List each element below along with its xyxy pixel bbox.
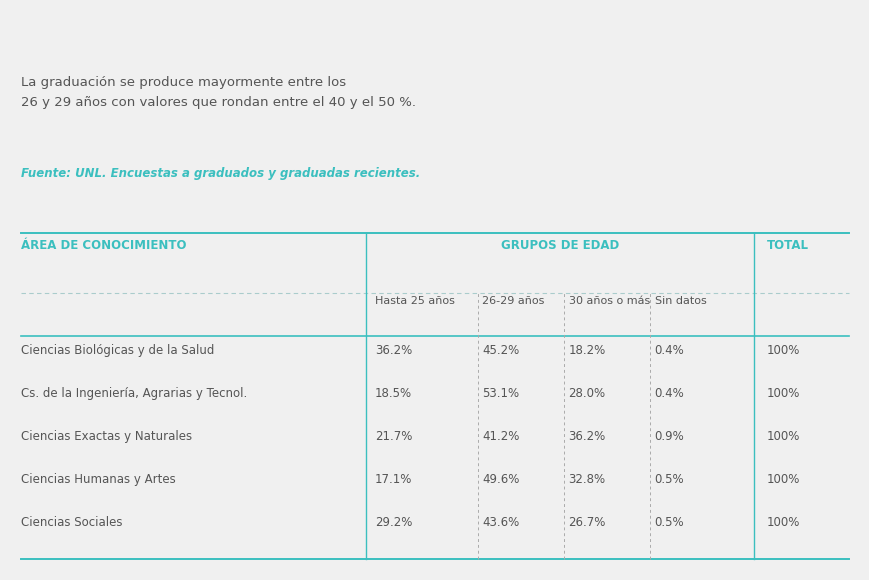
Text: 43.6%: 43.6% (481, 516, 519, 529)
Text: Ciencias Humanas y Artes: Ciencias Humanas y Artes (22, 473, 176, 486)
Text: Ciencias Biológicas y de la Salud: Ciencias Biológicas y de la Salud (22, 345, 215, 357)
Text: Hasta 25 años: Hasta 25 años (375, 296, 454, 306)
Text: 18.2%: 18.2% (568, 345, 605, 357)
Text: 0.9%: 0.9% (654, 430, 684, 443)
Text: Fuente: UNL. Encuestas a graduados y graduadas recientes.: Fuente: UNL. Encuestas a graduados y gra… (22, 167, 421, 180)
Text: 30 años o más: 30 años o más (568, 296, 649, 306)
Text: 100%: 100% (766, 516, 799, 529)
Text: 26-29 años: 26-29 años (481, 296, 544, 306)
Text: Ciencias Sociales: Ciencias Sociales (22, 516, 123, 529)
Text: 36.2%: 36.2% (568, 430, 605, 443)
Text: 100%: 100% (766, 430, 799, 443)
Text: Sin datos: Sin datos (654, 296, 706, 306)
Text: 0.4%: 0.4% (654, 345, 684, 357)
Text: 0.5%: 0.5% (654, 473, 684, 486)
Text: 18.5%: 18.5% (375, 387, 411, 400)
Text: 17.1%: 17.1% (375, 473, 412, 486)
Text: ÁREA DE CONOCIMIENTO: ÁREA DE CONOCIMIENTO (22, 238, 187, 252)
Text: Cs. de la Ingeniería, Agrarias y Tecnol.: Cs. de la Ingeniería, Agrarias y Tecnol. (22, 387, 248, 400)
Text: Ciencias Exactas y Naturales: Ciencias Exactas y Naturales (22, 430, 192, 443)
Text: 0.5%: 0.5% (654, 516, 684, 529)
Text: 29.2%: 29.2% (375, 516, 412, 529)
Text: 26.7%: 26.7% (568, 516, 605, 529)
Text: GRUPOS DE EDAD: GRUPOS DE EDAD (501, 238, 619, 252)
Text: 100%: 100% (766, 473, 799, 486)
Text: TOTAL: TOTAL (766, 238, 808, 252)
Text: 100%: 100% (766, 387, 799, 400)
Text: 28.0%: 28.0% (568, 387, 605, 400)
Text: La graduación se produce mayormente entre los
26 y 29 años con valores que ronda: La graduación se produce mayormente entr… (22, 75, 416, 108)
Text: 21.7%: 21.7% (375, 430, 412, 443)
Text: 100%: 100% (766, 345, 799, 357)
Text: 32.8%: 32.8% (568, 473, 605, 486)
Text: 0.4%: 0.4% (654, 387, 684, 400)
Text: 53.1%: 53.1% (481, 387, 519, 400)
Text: 45.2%: 45.2% (481, 345, 519, 357)
Text: 41.2%: 41.2% (481, 430, 519, 443)
Text: 49.6%: 49.6% (481, 473, 519, 486)
Text: 36.2%: 36.2% (375, 345, 411, 357)
